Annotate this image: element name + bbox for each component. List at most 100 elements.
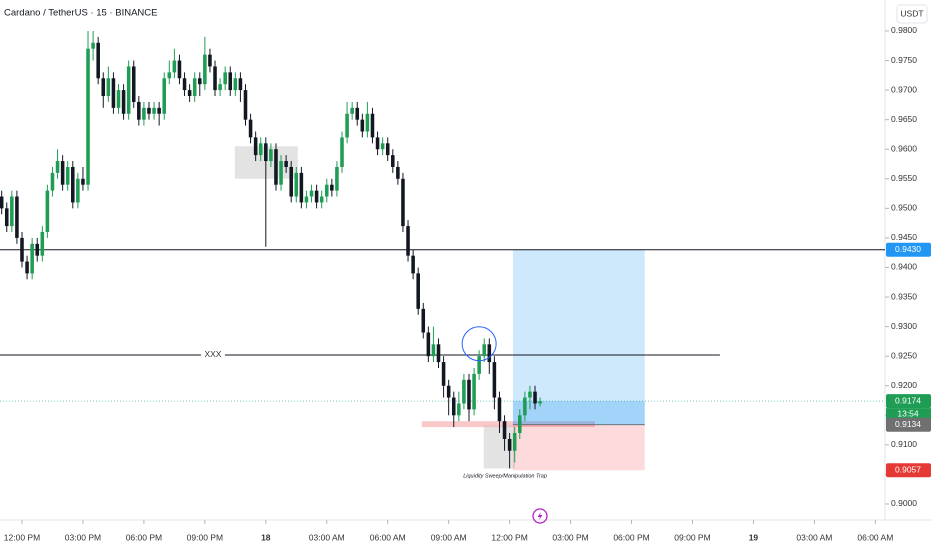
candle-body (426, 332, 431, 357)
stop-zone (512, 424, 645, 471)
x-tick-label: 03:00 AM (309, 532, 345, 542)
candle-body (340, 137, 344, 167)
candle-body (10, 196, 14, 227)
candle-body (35, 243, 40, 256)
candle-body (365, 113, 370, 132)
candle-body (385, 143, 390, 156)
price-tag-label: 0.9057 (895, 465, 921, 475)
candle-body (4, 208, 9, 227)
x-tick-label: 06:00 PM (613, 532, 649, 542)
candle-body (40, 232, 45, 256)
candle-body (431, 344, 436, 357)
candle-body (20, 237, 24, 262)
candle-body (213, 66, 217, 91)
candle-body (284, 161, 288, 167)
x-tick-label: 19 (749, 532, 759, 542)
candle-body (142, 107, 146, 120)
candle-body (375, 137, 380, 150)
candle-body (96, 42, 100, 79)
candle-body (91, 42, 95, 49)
candle-body (299, 172, 304, 203)
candle-body (324, 184, 329, 197)
candle-body (228, 72, 233, 91)
x-tick-label: 03:00 PM (552, 532, 588, 542)
candle-body (482, 344, 487, 357)
candle-body (223, 72, 227, 85)
candle-body (477, 356, 481, 374)
countdown-box (886, 408, 931, 421)
candle-body (487, 344, 492, 363)
y-tick-label: 0.9200 (891, 380, 917, 390)
y-tick-label: 0.9800 (891, 25, 917, 35)
x-tick-label: 03:00 PM (65, 532, 101, 542)
line-label: XXX (204, 349, 221, 359)
candle-body (411, 255, 415, 274)
candle-body (177, 60, 182, 79)
candle-body (446, 385, 451, 398)
y-tick-label: 0.9600 (891, 143, 917, 153)
y-tick-label: 0.9400 (891, 262, 917, 272)
candle-body (50, 172, 55, 191)
candle-body (396, 166, 400, 179)
candle-body (304, 196, 309, 203)
x-tick-label: 09:00 PM (674, 532, 710, 542)
candle-body (533, 391, 537, 404)
currency-box[interactable] (896, 4, 928, 24)
candle-body (528, 391, 532, 398)
candle-body (45, 190, 50, 233)
candle-body (451, 397, 456, 416)
candle-body (289, 166, 293, 197)
candle-body (523, 397, 527, 416)
price-tag (886, 394, 931, 409)
candle-body (360, 119, 365, 132)
candle-body (0, 196, 4, 209)
x-tick-label: 09:00 PM (187, 532, 223, 542)
candle-body (345, 113, 349, 138)
candle-body (279, 161, 283, 185)
y-tick-label: 0.9550 (891, 173, 917, 183)
candle-body (162, 78, 166, 114)
candle-body (243, 90, 248, 120)
candle-body (462, 379, 466, 404)
candle-body (335, 166, 339, 191)
candle-body (497, 397, 502, 422)
lightning-icon[interactable] (532, 508, 548, 524)
candle-body (370, 113, 375, 138)
candle-body (472, 373, 476, 410)
candle-body (15, 196, 19, 238)
candle-body (157, 107, 161, 114)
candle-body (126, 66, 131, 114)
candle-body (76, 178, 80, 203)
candle-body (350, 107, 354, 114)
countdown: 13:54 (897, 408, 919, 418)
x-tick-label: 06:00 AM (370, 532, 406, 542)
candle-body (406, 226, 410, 256)
y-tick-label: 0.9000 (891, 498, 917, 508)
candle-body (492, 362, 497, 398)
y-tick-label: 0.9450 (891, 232, 917, 242)
candle-body (238, 78, 243, 91)
y-tick-label: 0.9250 (891, 350, 917, 360)
target-zone (512, 249, 645, 425)
candle-body (355, 107, 360, 120)
candle-body (538, 401, 542, 404)
candle-body (253, 137, 258, 156)
currency: USDT (900, 8, 923, 18)
x-tick-label: 06:00 PM (126, 532, 162, 542)
x-tick-label: 06:00 AM (857, 532, 893, 542)
candle-body (467, 379, 471, 410)
y-tick-label: 0.9750 (891, 55, 917, 65)
current-profit (512, 401, 645, 425)
candle-body (309, 190, 314, 197)
candle-body (137, 101, 141, 120)
candle-body (502, 421, 507, 439)
candle-body (71, 166, 75, 203)
price-tag (886, 463, 931, 478)
price-tag-label: 0.9134 (895, 419, 921, 429)
candle-body (30, 243, 34, 274)
candle-body (25, 261, 29, 274)
y-tick-label: 0.9700 (891, 84, 917, 94)
candle-body (380, 143, 385, 150)
candle-body (248, 119, 253, 138)
candle-body (167, 72, 172, 79)
